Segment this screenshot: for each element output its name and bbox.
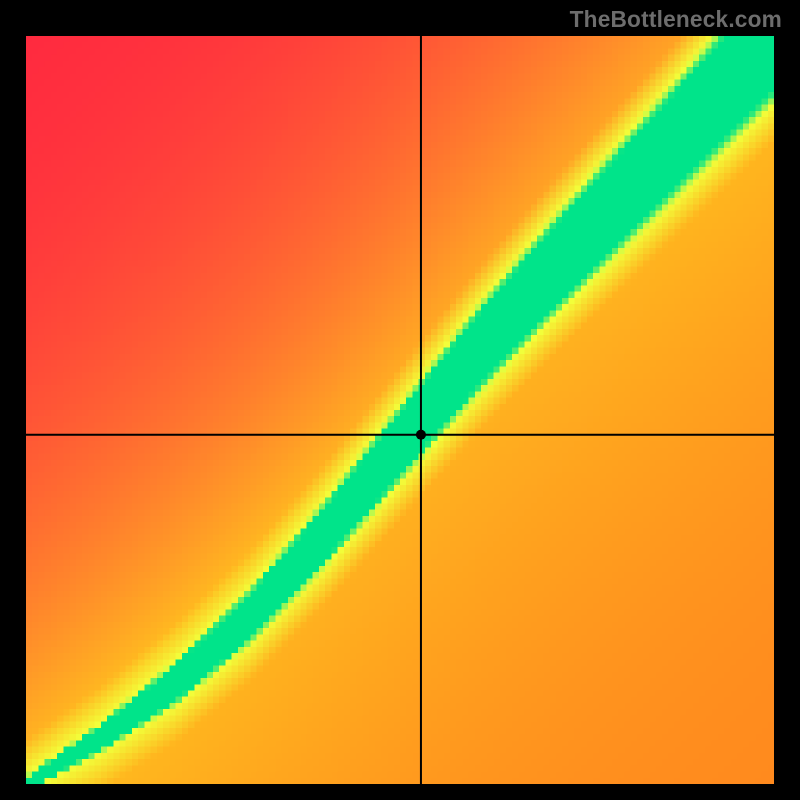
crosshair-overlay: [26, 36, 774, 784]
watermark-text: TheBottleneck.com: [570, 6, 782, 33]
